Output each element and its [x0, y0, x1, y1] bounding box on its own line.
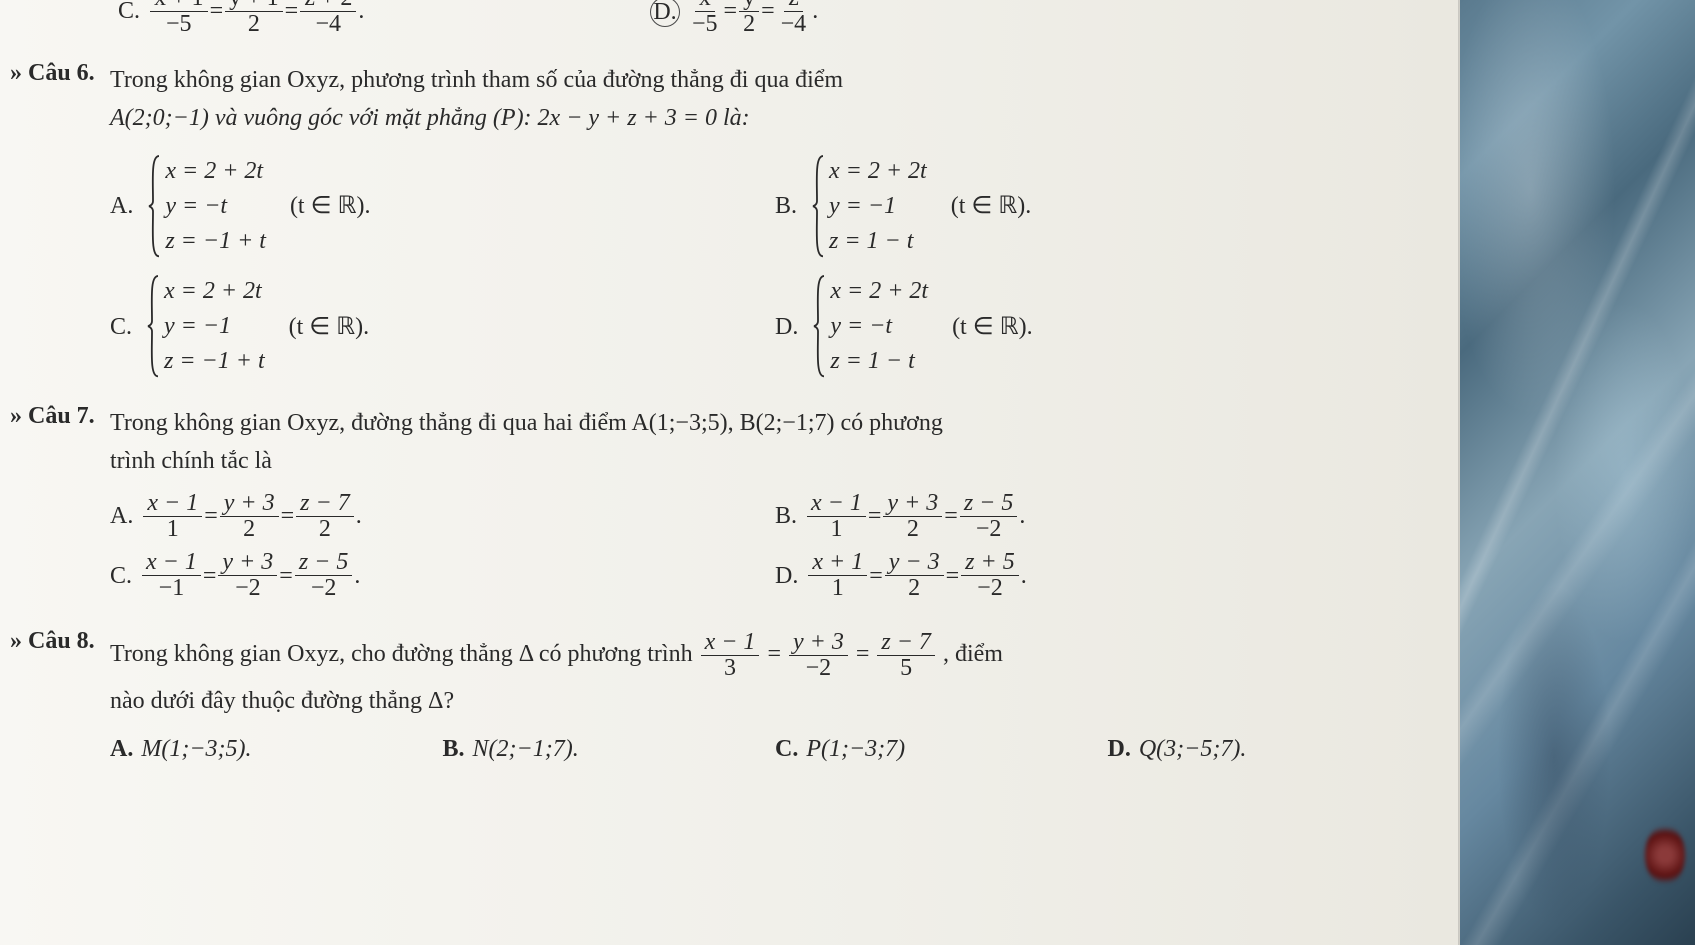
option-label: A.	[110, 731, 133, 767]
option-label: B.	[775, 498, 797, 534]
option-d: D. Q(3;−5;7).	[1108, 731, 1441, 767]
option-a: A. x = 2 + 2t y = −t z = −1 + t (t ∈ ℝ).	[110, 150, 775, 262]
option-c: C. P(1;−3;7)	[775, 731, 1108, 767]
option-label: A.	[110, 188, 133, 224]
domain-note: (t ∈ ℝ).	[951, 188, 1032, 224]
option-b: B. x − 11 = y + 32 = z − 5−2 .	[775, 491, 1440, 542]
option-d: D. x + 11 = y − 32 = z + 5−2 .	[775, 550, 1440, 601]
prev-option-c: C. x + 1−5 = y + 12 = z + 2−4 .	[118, 0, 364, 37]
option-label: D.	[650, 0, 680, 27]
option-c: C. x = 2 + 2t y = −1 z = −1 + t (t ∈ ℝ).	[110, 270, 775, 382]
question-text: trình chính tắc là	[110, 443, 1440, 479]
background-fabric	[1460, 0, 1695, 945]
option-d: D. x = 2 + 2t y = −t z = 1 − t (t ∈ ℝ).	[775, 270, 1440, 382]
option-b: B. N(2;−1;7).	[443, 731, 776, 767]
left-brace-icon	[812, 274, 826, 378]
left-brace-icon	[146, 274, 160, 378]
question-body: Trong không gian Oxyz, cho đường thẳng Δ…	[110, 628, 1440, 771]
option-label: C.	[775, 731, 798, 767]
option-label: C.	[118, 0, 140, 25]
question-6: » Câu 6. Trong không gian Oxyz, phương t…	[10, 60, 1440, 387]
question-marker: » Câu 6.	[10, 60, 110, 87]
option-label: A.	[110, 498, 133, 534]
domain-note: (t ∈ ℝ).	[290, 188, 371, 224]
option-label: B.	[775, 188, 797, 224]
option-b: B. x = 2 + 2t y = −1 z = 1 − t (t ∈ ℝ).	[775, 150, 1440, 262]
question-marker: » Câu 8.	[10, 628, 110, 655]
question-text: Trong không gian Oxyz, phương trình tham…	[110, 62, 1440, 98]
left-brace-icon	[811, 154, 825, 258]
options: A. x − 11 = y + 32 = z − 72 . B. x − 11 …	[110, 487, 1440, 606]
options: A. x = 2 + 2t y = −t z = −1 + t (t ∈ ℝ).…	[110, 146, 1440, 387]
option-a: A. M(1;−3;5).	[110, 731, 443, 767]
question-body: Trong không gian Oxyz, phương trình tham…	[110, 60, 1440, 387]
options: A. M(1;−3;5). B. N(2;−1;7). C. P(1;−3;7)…	[110, 727, 1440, 771]
option-c: C. x − 1−1 = y + 3−2 = z − 5−2 .	[110, 550, 775, 601]
option-label: C.	[110, 309, 132, 345]
prev-question-fragment: C. x + 1−5 = y + 12 = z + 2−4 . D. x−5 =…	[10, 0, 1440, 54]
option-label: D.	[775, 309, 798, 345]
option-label: D.	[775, 558, 798, 594]
question-text: Trong không gian Oxyz, cho đường thẳng Δ…	[110, 630, 1440, 681]
prev-option-d: D. x−5 = y2 = z−4 .	[650, 0, 818, 37]
domain-note: (t ∈ ℝ).	[289, 309, 370, 345]
question-7: » Câu 7. Trong không gian Oxyz, đường th…	[10, 403, 1440, 606]
question-text: nào dưới đây thuộc đường thẳng Δ?	[110, 683, 1440, 719]
option-label: D.	[1108, 731, 1131, 767]
left-brace-icon	[147, 154, 161, 258]
question-body: Trong không gian Oxyz, đường thẳng đi qu…	[110, 403, 1440, 606]
worksheet-page: C. x + 1−5 = y + 12 = z + 2−4 . D. x−5 =…	[0, 0, 1460, 945]
option-a: A. x − 11 = y + 32 = z − 72 .	[110, 491, 775, 542]
question-text: Trong không gian Oxyz, đường thẳng đi qu…	[110, 405, 1440, 441]
domain-note: (t ∈ ℝ).	[952, 309, 1033, 345]
question-text: A(2;0;−1) và vuông góc với mặt phẳng (P)…	[110, 100, 1440, 136]
option-label: C.	[110, 558, 132, 594]
option-label: B.	[443, 731, 465, 767]
question-8: » Câu 8. Trong không gian Oxyz, cho đườn…	[10, 628, 1440, 771]
question-marker: » Câu 7.	[10, 403, 110, 430]
